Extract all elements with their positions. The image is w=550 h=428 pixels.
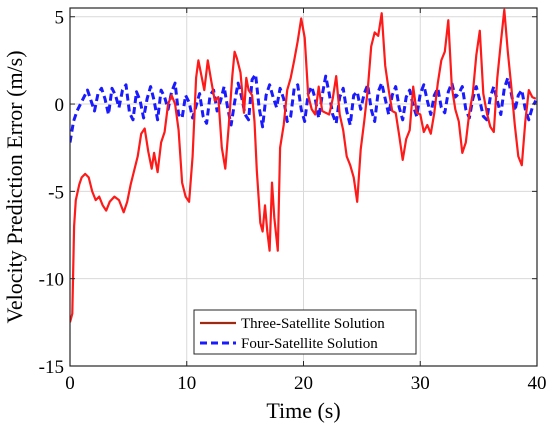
- axis-ticks: 0 10 20 30 40 -15 -10 -5 0 5: [39, 8, 547, 394]
- series-line-four-satellite: [70, 72, 537, 143]
- legend-box: [193, 309, 417, 355]
- x-tick-label: 40: [528, 373, 547, 394]
- x-tick-label: 0: [65, 373, 75, 394]
- y-tick-label: -15: [39, 357, 64, 378]
- legend-label-three-satellite: Three-Satellite Solution: [241, 316, 385, 332]
- y-tick-label: 0: [55, 95, 65, 116]
- x-tick-label: 10: [177, 373, 196, 394]
- x-tick-label: 30: [411, 373, 430, 394]
- legend: Three-Satellite Solution Four-Satellite …: [193, 309, 417, 355]
- y-axis-title: Velocity Prediction Error (m/s): [2, 50, 27, 323]
- y-tick-label: -5: [48, 182, 64, 203]
- x-tick-label: 20: [294, 373, 313, 394]
- series-layer: [70, 8, 537, 323]
- y-tick-label: -10: [39, 270, 64, 291]
- series-line-three-satellite: [70, 8, 537, 323]
- y-tick-label: 5: [55, 8, 65, 29]
- legend-label-four-satellite: Four-Satellite Solution: [241, 336, 378, 352]
- x-axis-title: Time (s): [266, 398, 340, 423]
